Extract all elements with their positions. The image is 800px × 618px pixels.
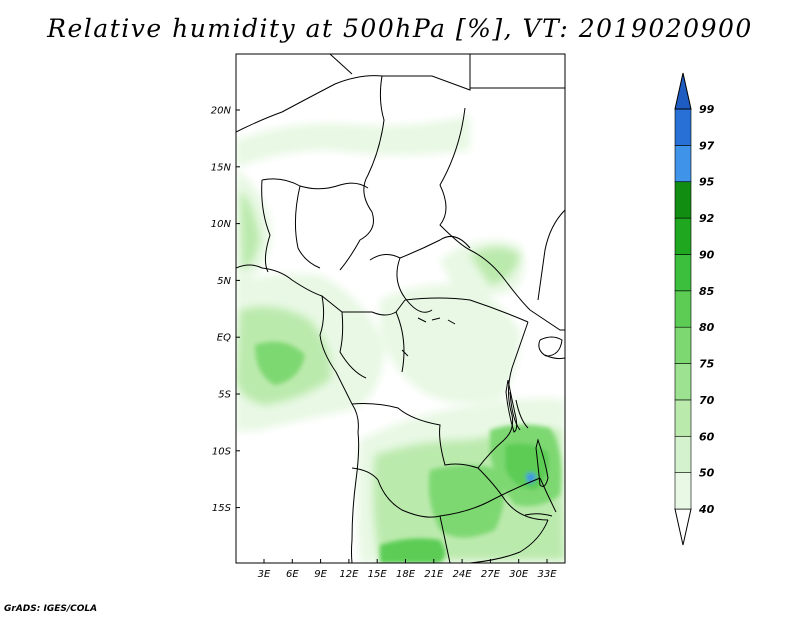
zambia-river — [524, 513, 553, 517]
colorbar: 40 50 60 70 75 80 85 90 92 95 97 99 — [674, 72, 715, 546]
lon-tick-label: 30E — [509, 569, 529, 580]
border-zambia — [439, 467, 549, 521]
lon-tick-label: 12E — [339, 569, 359, 580]
colorbar-label: 92 — [699, 212, 715, 225]
lon-tick-label: 21E — [424, 569, 444, 580]
colorbar-label: 90 — [699, 248, 715, 261]
border-north-b — [329, 54, 385, 271]
lon-tick-label: 9E — [314, 569, 327, 580]
colorbar-label: 97 — [699, 139, 715, 152]
latitude-axis: 20N 15N 10N 5N EQ 5S 10S 15S — [211, 106, 240, 514]
lon-tick-label: 24E — [453, 569, 473, 580]
lat-tick-label: 15S — [212, 503, 232, 514]
lat-tick-label: 15N — [211, 162, 232, 173]
colorbar-under-arrow — [674, 508, 692, 546]
border-drc-south — [351, 403, 505, 469]
colorbar-segment — [674, 472, 692, 510]
colorbar-over-arrow — [674, 72, 692, 110]
shade-sahara-band — [236, 115, 470, 168]
lon-tick-label: 15E — [368, 569, 388, 580]
colorbar-segment — [674, 181, 692, 219]
humidity-shading — [236, 115, 565, 563]
colorbar-label: 70 — [699, 394, 715, 407]
border-east — [470, 87, 565, 301]
border-angola — [351, 467, 451, 563]
rift-lines — [509, 391, 529, 431]
shade-east-arc — [470, 247, 520, 285]
colorbar-segment — [674, 326, 692, 364]
lon-tick-label: 33E — [537, 569, 557, 580]
shade-gulf-core — [255, 341, 305, 385]
grads-credit: GrADS: IGES/COLA — [4, 604, 98, 614]
colorbar-label: 85 — [699, 285, 715, 298]
congo-dashes — [401, 317, 456, 357]
colorbar-segment — [674, 435, 692, 473]
colorbar-segment — [674, 399, 692, 437]
lon-tick-label: 6E — [286, 569, 299, 580]
colorbar-label: 95 — [699, 176, 715, 189]
colorbar-label: 99 — [699, 103, 715, 116]
lake-victoria — [538, 336, 563, 357]
colorbar-segment — [674, 108, 692, 146]
border-uganda-kenya — [529, 309, 565, 360]
lat-tick-label: 5N — [217, 276, 231, 287]
lon-tick-label: 3E — [258, 569, 271, 580]
lat-tick-label: 20N — [211, 106, 232, 117]
coastline-west — [236, 264, 360, 563]
border-drc-north — [404, 297, 529, 323]
longitude-axis: 3E 6E 9E 12E 15E 18E 21E 24E 27E 30E 33E — [258, 559, 557, 580]
shade-central-basin — [380, 284, 520, 404]
border-nigeria — [261, 178, 369, 273]
shade-south-core — [428, 465, 504, 538]
lat-tick-label: 10N — [211, 219, 232, 230]
colorbar-label: 75 — [699, 358, 715, 371]
map-title: Relative humidity at 500hPa [%], VT: 201… — [47, 14, 753, 43]
colorbar-segment — [674, 363, 692, 401]
colorbar-label: 40 — [698, 503, 715, 516]
border-car — [369, 235, 471, 313]
lat-tick-label: 5S — [218, 390, 231, 401]
border-north-a — [236, 54, 471, 133]
shade-far-south — [380, 538, 445, 563]
colorbar-segment — [674, 254, 692, 292]
shade-west-strip — [240, 190, 260, 270]
border-gabon-congo — [321, 295, 406, 379]
lake-tanganyika — [505, 379, 518, 433]
border-drc-east — [503, 321, 529, 441]
lat-tick-label: 10S — [212, 446, 232, 457]
colorbar-segment — [674, 290, 692, 328]
colorbar-segment — [674, 145, 692, 183]
lake-malawi — [535, 438, 549, 487]
colorbar-segment — [674, 217, 692, 255]
colorbar-label: 50 — [699, 467, 715, 480]
border-chad-sudan — [439, 107, 531, 311]
border-mozambique — [469, 477, 557, 563]
lon-tick-label: 27E — [481, 569, 501, 580]
colorbar-label: 80 — [699, 321, 715, 334]
lon-tick-label: 18E — [396, 569, 416, 580]
map-frame — [235, 53, 566, 564]
lat-tick-label: EQ — [217, 333, 231, 344]
country-borders — [236, 54, 565, 563]
colorbar-label: 60 — [699, 430, 715, 443]
